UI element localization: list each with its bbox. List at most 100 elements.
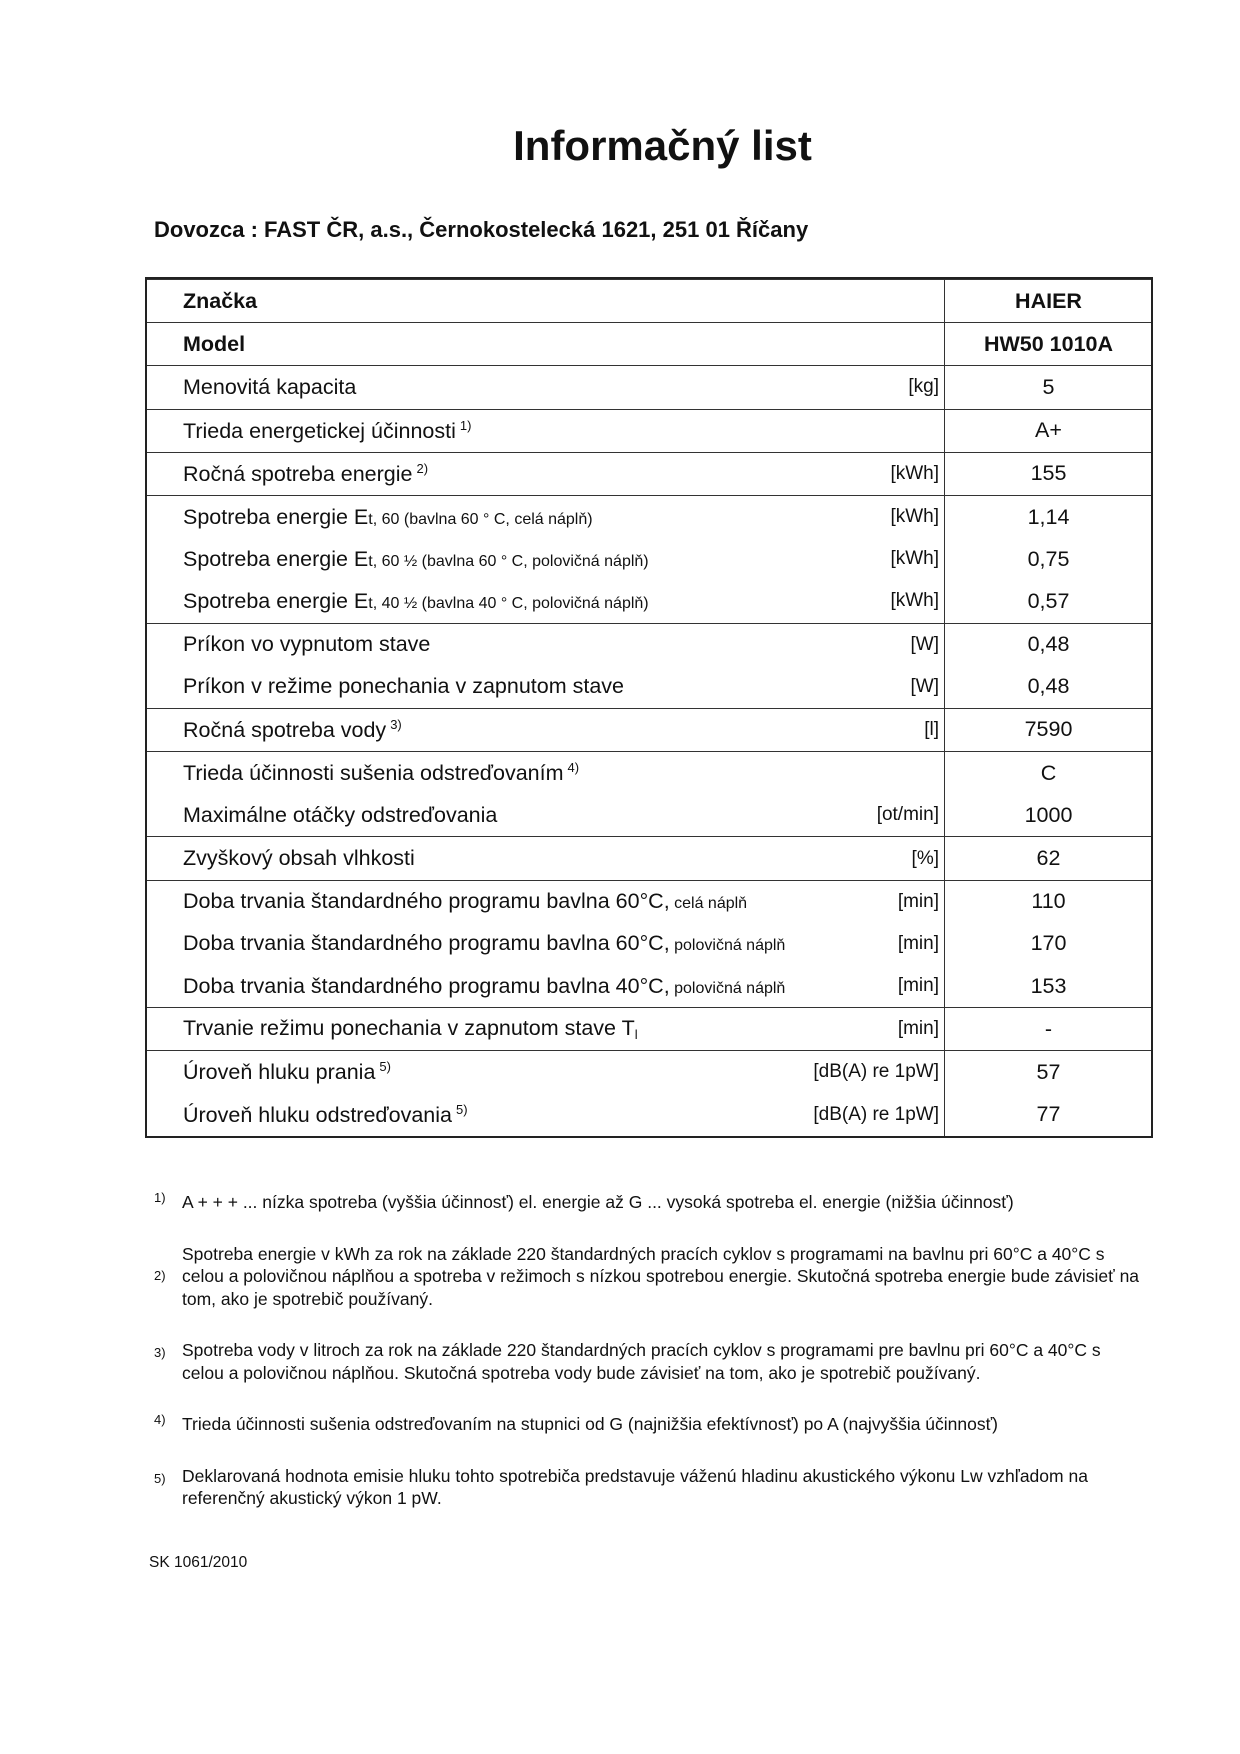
row-unit: [min] xyxy=(897,1018,939,1040)
row-label: Menovitá kapacita xyxy=(183,375,356,400)
row-value: 110 xyxy=(1031,889,1066,914)
table-row: Ročná spotreba energie 2) [kWh] 155 xyxy=(147,451,1151,495)
spec-table: Značka HAIER Model HW50 1010A Menovitá kapac… xyxy=(145,277,1153,1138)
table-row: Ročná spotreba vody 3) [l] 7590 xyxy=(147,707,1151,751)
table-row: Doba trvania štandardného programu bavln… xyxy=(147,879,1151,923)
row-label: Úroveň hluku prania 5) xyxy=(183,1059,391,1085)
footnote-ref: 3) xyxy=(390,716,402,732)
row-label: Úroveň hluku odstreďovania 5) xyxy=(183,1102,468,1128)
row-unit: [kg] xyxy=(908,376,939,398)
footnote: 3) Spotreba vody v litroch za rok na zákl… xyxy=(154,1339,1144,1384)
row-label: Trieda energetickej účinnosti 1) xyxy=(183,418,471,444)
table-row: Trieda účinnosti sušenia odstreďovaním 4)… xyxy=(147,751,1151,794)
table-row: Príkon v režime ponechania v zapnutom st… xyxy=(147,666,1151,708)
table-row: Spotreba energie Et, 40 ½ (bavlna 40 ° C… xyxy=(147,580,1151,622)
row-label: Značka xyxy=(183,289,257,314)
footnote-text: Trieda účinnosti sušenia odstreďovaním n… xyxy=(182,1414,999,1434)
footnote: 4) Trieda účinnosti sušenia odstreďovaním… xyxy=(154,1412,1144,1436)
row-label: Doba trvania štandardného programu bavln… xyxy=(183,889,747,914)
row-unit: [l] xyxy=(924,718,939,740)
row-value: 62 xyxy=(1036,846,1061,871)
table-row: Menovitá kapacita [kg] 5 xyxy=(147,365,1151,408)
row-unit: [W] xyxy=(910,675,940,697)
row-unit: [ot/min] xyxy=(876,804,939,826)
row-label-text: Úroveň hluku prania xyxy=(183,1060,376,1085)
footnote-ref: 5) xyxy=(379,1059,391,1075)
row-label-text: Trvanie režimu ponechania v zapnutom sta… xyxy=(183,1016,635,1041)
row-label: Trieda účinnosti sušenia odstreďovaním 4) xyxy=(183,760,579,786)
row-value: 0,57 xyxy=(1027,588,1070,613)
footnote-number: 4) xyxy=(154,1412,166,1427)
row-unit: [min] xyxy=(897,890,939,912)
row-label-subscript: l xyxy=(634,1027,638,1043)
row-value: 0,75 xyxy=(1027,546,1070,571)
row-label: Model xyxy=(183,332,245,357)
footnote-number: 5) xyxy=(154,1470,166,1486)
table-row: Trieda energetickej účinnosti 1) A+ xyxy=(147,408,1151,452)
row-unit: [kWh] xyxy=(890,548,939,570)
footnote: 1) A + + + ... nízka spotreba (vyššia úči… xyxy=(154,1190,1144,1214)
row-unit: [dB(A) re 1pW] xyxy=(813,1061,939,1083)
row-value: 153 xyxy=(1030,973,1067,998)
table-row: Doba trvania štandardného programu bavln… xyxy=(147,965,1151,1007)
row-value: HW50 1010A xyxy=(983,331,1114,356)
row-unit: [min] xyxy=(897,975,939,997)
row-value: 170 xyxy=(1030,931,1067,956)
row-label-text: Spotreba energie E xyxy=(183,588,369,613)
row-value: 5 xyxy=(1042,374,1055,399)
table-row: Maximálne otáčky odstreďovania [ot/min] 10… xyxy=(147,794,1151,836)
row-label: Príkon vo vypnutom stave xyxy=(183,632,430,657)
footnote-number: 1) xyxy=(154,1190,166,1205)
row-unit: [dB(A) re 1pW] xyxy=(813,1103,939,1125)
row-label: Príkon v režime ponechania v zapnutom st… xyxy=(183,674,624,699)
row-label-text: Príkon vo vypnutom stave xyxy=(183,632,431,657)
column-divider xyxy=(944,279,945,1136)
row-label-detail: t, 60 ½ (bavlna 60 ° C, polovičná náplň) xyxy=(368,552,649,570)
table-row: Spotreba energie Et, 60 ½ (bavlna 60 ° C… xyxy=(147,538,1151,580)
row-value: 0,48 xyxy=(1027,674,1070,699)
row-label-text: Doba trvania štandardného programu bavln… xyxy=(183,889,670,914)
footnote-number: 2) xyxy=(154,1267,166,1283)
row-value: 7590 xyxy=(1024,717,1073,742)
row-value: - xyxy=(1044,1016,1053,1041)
footnote-text: Spotreba energie v kWh za rok na základe… xyxy=(182,1243,1140,1309)
row-value: 1000 xyxy=(1024,802,1073,827)
footnote-number: 3) xyxy=(154,1345,166,1360)
row-label-detail: t, 40 ½ (bavlna 40 ° C, polovičná náplň) xyxy=(368,594,649,612)
row-value: 1,14 xyxy=(1027,504,1070,529)
row-label: Ročná spotreba vody 3) xyxy=(183,717,402,743)
table-row: Úroveň hluku odstreďovania 5) [dB(A) re 1p… xyxy=(147,1094,1151,1136)
row-label-text: Doba trvania štandardného programu bavln… xyxy=(183,973,670,998)
row-label: Trvanie režimu ponechania v zapnutom sta… xyxy=(183,1016,638,1042)
row-label-text: Ročná spotreba vody xyxy=(183,717,387,742)
row-value: 0,48 xyxy=(1027,632,1070,657)
row-value: 155 xyxy=(1030,461,1067,486)
table-row: Značka HAIER xyxy=(147,279,1151,322)
footer-code: SK 1061/2010 xyxy=(149,1554,248,1571)
table-row: Trvanie režimu ponechania v zapnutom sta… xyxy=(147,1007,1151,1050)
footnote: 2) Spotreba energie v kWh za rok na zákla… xyxy=(154,1243,1144,1311)
footnote-text: Spotreba vody v litroch za rok na základ… xyxy=(182,1340,1101,1383)
row-label-text: Spotreba energie E xyxy=(183,546,369,571)
footnote-ref: 5) xyxy=(455,1101,468,1117)
row-label: Spotreba energie Et, 60 (bavlna 60 ° C, … xyxy=(183,505,593,530)
footnote-ref: 4) xyxy=(567,760,580,776)
row-label-detail: celá náplň xyxy=(669,895,748,913)
row-label: Maximálne otáčky odstreďovania xyxy=(183,803,497,828)
table-row: Model HW50 1010A xyxy=(147,322,1151,365)
row-label-text: Zvyškový obsah vlhkosti xyxy=(183,846,415,871)
table-row: Spotreba energie Et, 60 (bavlna 60 ° C, … xyxy=(147,494,1151,538)
row-label-text: Model xyxy=(183,331,246,356)
row-value: A+ xyxy=(1035,418,1062,443)
row-unit: [%] xyxy=(911,847,939,869)
row-label-text: Trieda účinnosti sušenia odstreďovaním xyxy=(183,761,564,786)
row-label-text: Maximálne otáčky odstreďovania xyxy=(183,802,498,827)
footnote: 5) Deklarovaná hodnota emisie hluku tohto… xyxy=(154,1465,1144,1510)
row-unit: [W] xyxy=(910,633,940,655)
row-label: Zvyškový obsah vlhkosti xyxy=(183,846,415,871)
row-unit: [kWh] xyxy=(890,590,939,612)
row-label: Spotreba energie Et, 60 ½ (bavlna 60 ° C… xyxy=(183,547,649,572)
row-value: C xyxy=(1040,760,1057,785)
footnote-text: Deklarovaná hodnota emisie hluku tohto s… xyxy=(182,1465,1088,1509)
row-label-detail: polovičná náplň xyxy=(669,979,786,997)
